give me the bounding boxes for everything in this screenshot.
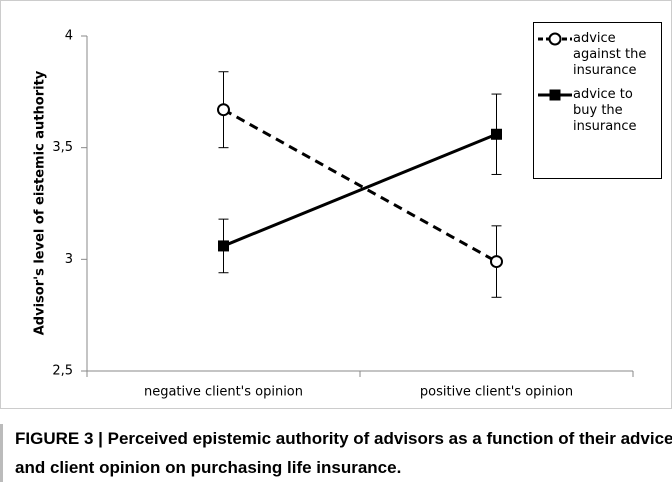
x-tick-label: negative client's opinion: [144, 385, 303, 400]
y-tick-label: 3: [65, 252, 73, 267]
legend-label: advice against the insurance: [573, 31, 647, 78]
series-line: [222, 132, 498, 248]
marker: [490, 255, 503, 269]
marker: [491, 128, 502, 140]
y-axis-label: Advisor's level of eistemic authority: [33, 70, 48, 335]
y-tick-label: 2,5: [52, 364, 73, 379]
legend-icon: [538, 89, 572, 101]
legend-icon: [538, 32, 572, 46]
marker: [218, 240, 229, 252]
legend-entry: advice against the insurance: [534, 31, 661, 79]
y-tick-label: 3,5: [52, 140, 73, 155]
caption: FIGURE 3 | Perceived epistemic authority…: [0, 424, 672, 482]
legend-entry: advice to buy the insurance: [534, 87, 661, 135]
marker: [549, 89, 561, 101]
marker: [217, 103, 230, 117]
series-line: [222, 108, 498, 263]
legend-label: advice to buy the insurance: [573, 87, 637, 134]
x-tick-label: positive client's opinion: [420, 385, 573, 400]
chart: Advisor's level of eistemic authority 2,…: [0, 0, 672, 409]
y-tick-label: 4: [65, 29, 73, 44]
legend: advice against the insurance advice to bu…: [533, 22, 662, 179]
marker: [548, 32, 562, 46]
